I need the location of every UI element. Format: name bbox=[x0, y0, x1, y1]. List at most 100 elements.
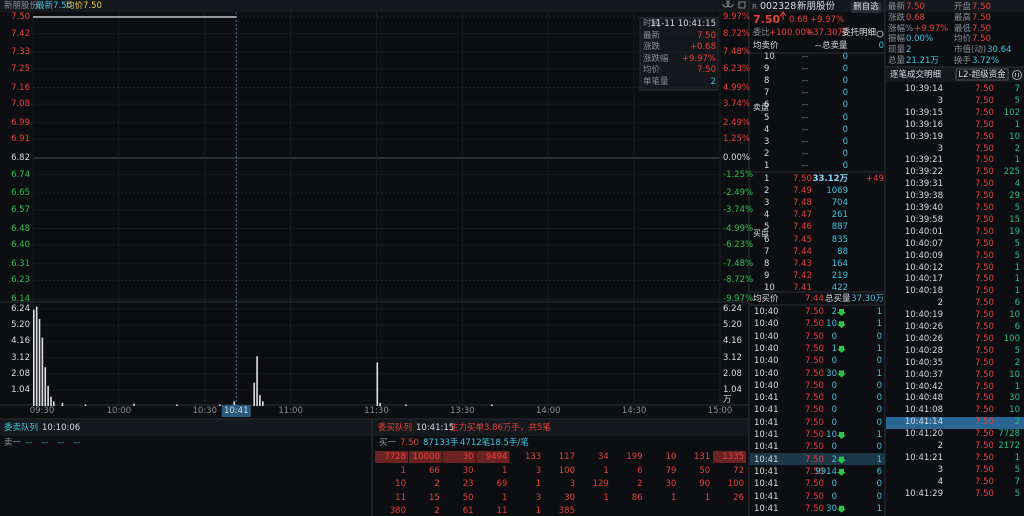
queue-cell: 9494 bbox=[485, 452, 508, 462]
queue-cell: 7.50 bbox=[400, 438, 419, 448]
button-bg[interactable] bbox=[851, 2, 881, 13]
trade-price: 7.50 bbox=[805, 405, 824, 416]
trade-count: 0 bbox=[876, 491, 882, 502]
pct-tick-label: 4.99% bbox=[723, 82, 751, 93]
tick-price: 7.50 bbox=[975, 464, 994, 475]
stat-value: +9.97% bbox=[914, 23, 949, 34]
trade-count: 0 bbox=[876, 356, 882, 367]
info-value: +0.68 bbox=[689, 42, 716, 53]
ask-price: -- bbox=[802, 136, 809, 147]
queue-cell: 2 bbox=[434, 479, 440, 490]
info-label: 时间 bbox=[643, 19, 661, 29]
level: 3 bbox=[764, 136, 770, 147]
pct-tick-label: 2.49% bbox=[723, 117, 751, 128]
tick-time: 3 bbox=[937, 95, 943, 106]
queue-cell: -- bbox=[42, 438, 49, 448]
tick-time: 10:41:08 bbox=[904, 405, 943, 416]
trade-count: 1 bbox=[876, 319, 882, 330]
pct-tick-label: -7.48% bbox=[723, 258, 754, 269]
ask-price: -- bbox=[802, 148, 809, 159]
stat-value: 2 bbox=[906, 45, 912, 56]
panel-time: 10:41:15 bbox=[416, 423, 455, 433]
info-label: 涨跌幅 bbox=[643, 53, 669, 64]
side-label: 卖盘 bbox=[753, 103, 769, 112]
queue-cell: 199 bbox=[626, 452, 643, 462]
trade-volume: 2 bbox=[831, 454, 837, 465]
vol-unit: 万 bbox=[723, 395, 732, 405]
vol-tick-label: 3.12 bbox=[723, 352, 742, 363]
ask-volume: 0 bbox=[842, 160, 848, 171]
tick-price: 7.50 bbox=[975, 286, 994, 297]
refresh-icon[interactable] bbox=[726, 0, 734, 8]
up-arrow bbox=[779, 11, 787, 20]
detail-button[interactable]: 委托明细 bbox=[842, 28, 877, 38]
trade-time: 10:41 bbox=[754, 503, 779, 514]
tab[interactable]: L2-超级资金 bbox=[958, 70, 1006, 80]
info-value: 7.50 bbox=[697, 30, 716, 41]
tick-time: 10:40:37 bbox=[904, 369, 943, 380]
x-tick-label: 15:00 bbox=[707, 406, 733, 416]
tick-volume: 29 bbox=[1009, 191, 1020, 202]
queue-cell: 2 bbox=[434, 506, 440, 516]
ask-volume: 0 bbox=[842, 124, 848, 135]
tick-price: 7.50 bbox=[975, 381, 994, 392]
trade-time: 10:41 bbox=[754, 393, 779, 404]
trade-count: 0 bbox=[876, 417, 882, 428]
trade-count: 1 bbox=[876, 503, 882, 514]
tick-time: 10:40:01 bbox=[904, 226, 943, 237]
trade-time: 10:41 bbox=[754, 442, 779, 453]
bid-volume: 835 bbox=[831, 234, 848, 245]
stat-value: 7.50 bbox=[972, 34, 991, 45]
tab[interactable]: 逐笔成交明细 bbox=[890, 70, 942, 80]
ask-price: -- bbox=[802, 124, 809, 135]
bid-price: 7.47 bbox=[793, 210, 812, 221]
tick-volume: 2172 bbox=[998, 441, 1020, 451]
queue-cell: 50 bbox=[699, 465, 711, 476]
maximize-icon[interactable] bbox=[738, 1, 746, 9]
price: 7.50 bbox=[753, 13, 781, 26]
pct-tick-label: -9.97% bbox=[723, 294, 754, 304]
pause-icon[interactable] bbox=[1012, 70, 1022, 80]
tick-price: 7.50 bbox=[975, 417, 994, 428]
current-time-label: 10:41 bbox=[221, 405, 251, 417]
queue-cell: 100 bbox=[727, 479, 744, 490]
label: 新朋股份 bbox=[4, 1, 39, 11]
bid-volume: 88 bbox=[837, 246, 848, 257]
pct-tick-label: -4.99% bbox=[723, 223, 754, 234]
tick-price: 7.50 bbox=[975, 298, 994, 309]
trade-time: 10:40 bbox=[754, 380, 779, 391]
trade-volume: 0 bbox=[831, 380, 837, 391]
tab-box[interactable] bbox=[955, 68, 1009, 81]
bid-price: 7.41 bbox=[793, 282, 812, 293]
tick-volume: 5 bbox=[1014, 464, 1020, 475]
level: 10 bbox=[764, 52, 775, 62]
volume-bar bbox=[176, 404, 178, 406]
tick-price: 7.50 bbox=[975, 441, 994, 451]
tick-time: 10:39:14 bbox=[904, 84, 943, 94]
trade-time: 10:41 bbox=[754, 491, 779, 502]
settings-icon[interactable] bbox=[876, 30, 884, 38]
level: 4 bbox=[764, 124, 770, 135]
bid-price: 7.50 bbox=[793, 174, 812, 184]
change-pct: +9.97% bbox=[810, 15, 845, 25]
stat-label: 换手 bbox=[954, 56, 972, 66]
y-tick-label: 6.74 bbox=[11, 169, 30, 180]
tick-volume: 5 bbox=[1014, 345, 1020, 356]
info-box bbox=[639, 17, 719, 91]
info-value: 11-11 10:41:15 bbox=[650, 19, 716, 29]
queue-cell: 385 bbox=[558, 506, 575, 516]
volume-bar bbox=[259, 395, 261, 406]
trade-time: 10:41 bbox=[754, 430, 779, 440]
trade-price: 7.50 bbox=[805, 430, 824, 440]
tick-volume: 10 bbox=[1009, 310, 1020, 321]
vol-tick-label: 5.20 bbox=[723, 320, 742, 331]
trade-volume: 0 bbox=[831, 331, 837, 342]
queue-cell: 3 bbox=[535, 465, 542, 476]
queue-cell: 1 bbox=[603, 465, 609, 476]
diff: +37.30万 bbox=[806, 28, 846, 38]
trade-volume: 9914 bbox=[815, 466, 837, 477]
button[interactable]: 删自选 bbox=[853, 2, 879, 12]
queue-cell: 61 bbox=[462, 506, 474, 516]
queue-cell: 2 bbox=[637, 479, 643, 490]
queue-cell: 1 bbox=[400, 465, 406, 476]
